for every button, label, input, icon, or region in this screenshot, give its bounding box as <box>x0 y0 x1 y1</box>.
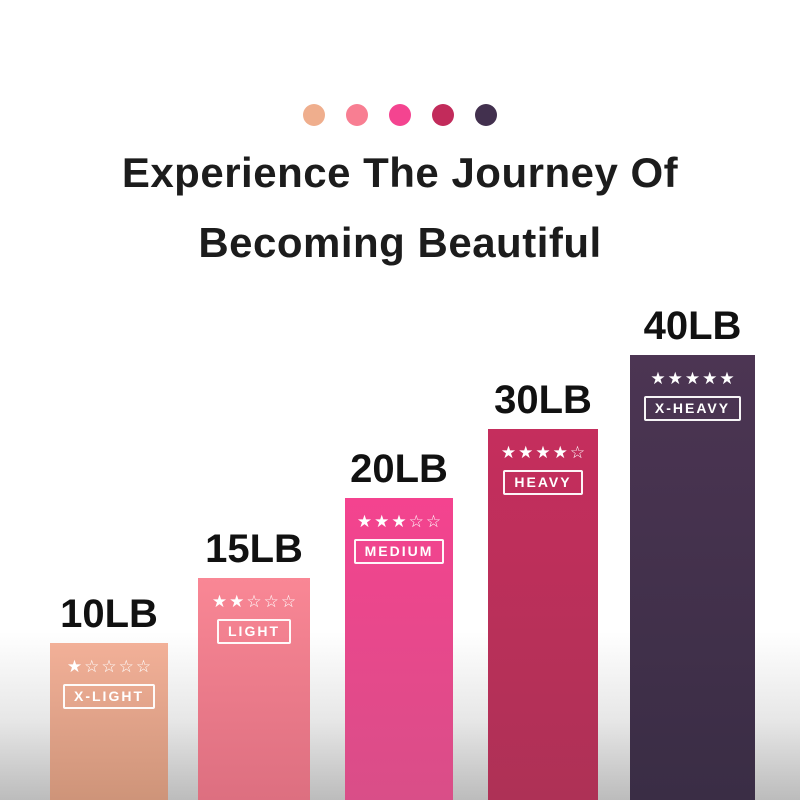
weight-label-10lb: 10LB <box>60 592 158 636</box>
weight-label-40lb: 40LB <box>643 304 742 348</box>
bar-light: ★★☆☆☆ LIGHT <box>198 578 310 800</box>
headline-line-2: Becoming Beautiful <box>198 219 602 266</box>
bar-medium: ★★★☆☆ MEDIUM <box>345 498 453 800</box>
color-palette-dots <box>0 104 800 126</box>
star-rating-icons: ★★★☆☆ <box>356 512 444 532</box>
headline-line-1: Experience The Journey Of <box>121 149 679 196</box>
resistance-label-medium: MEDIUM <box>353 539 445 564</box>
bar-x-light: ★☆☆☆☆ X-LIGHT <box>50 643 168 800</box>
star-rating-icons: ★★★★★ <box>650 369 737 389</box>
star-rating-icons: ★★★★☆ <box>500 443 588 463</box>
resistance-label-heavy: HEAVY <box>503 470 583 495</box>
palette-dot-x-heavy <box>475 104 497 126</box>
resistance-label-light: LIGHT <box>217 619 291 644</box>
palette-dot-light <box>346 104 368 126</box>
weight-label-20lb: 20LB <box>350 447 448 491</box>
star-rating-icons: ★★☆☆☆ <box>211 592 299 612</box>
resistance-label-x-heavy: X-HEAVY <box>643 396 742 421</box>
weight-label-15lb: 15LB <box>205 527 303 571</box>
weight-label-30lb: 30LB <box>494 378 592 422</box>
bar-heavy: ★★★★☆ HEAVY <box>488 429 598 800</box>
resistance-label-x-light: X-LIGHT <box>63 684 155 709</box>
palette-dot-heavy <box>432 104 454 126</box>
palette-dot-x-light <box>303 104 325 126</box>
bar-x-heavy: ★★★★★ X-HEAVY <box>630 355 755 800</box>
palette-dot-medium <box>389 104 411 126</box>
star-rating-icons: ★☆☆☆☆ <box>66 657 154 677</box>
